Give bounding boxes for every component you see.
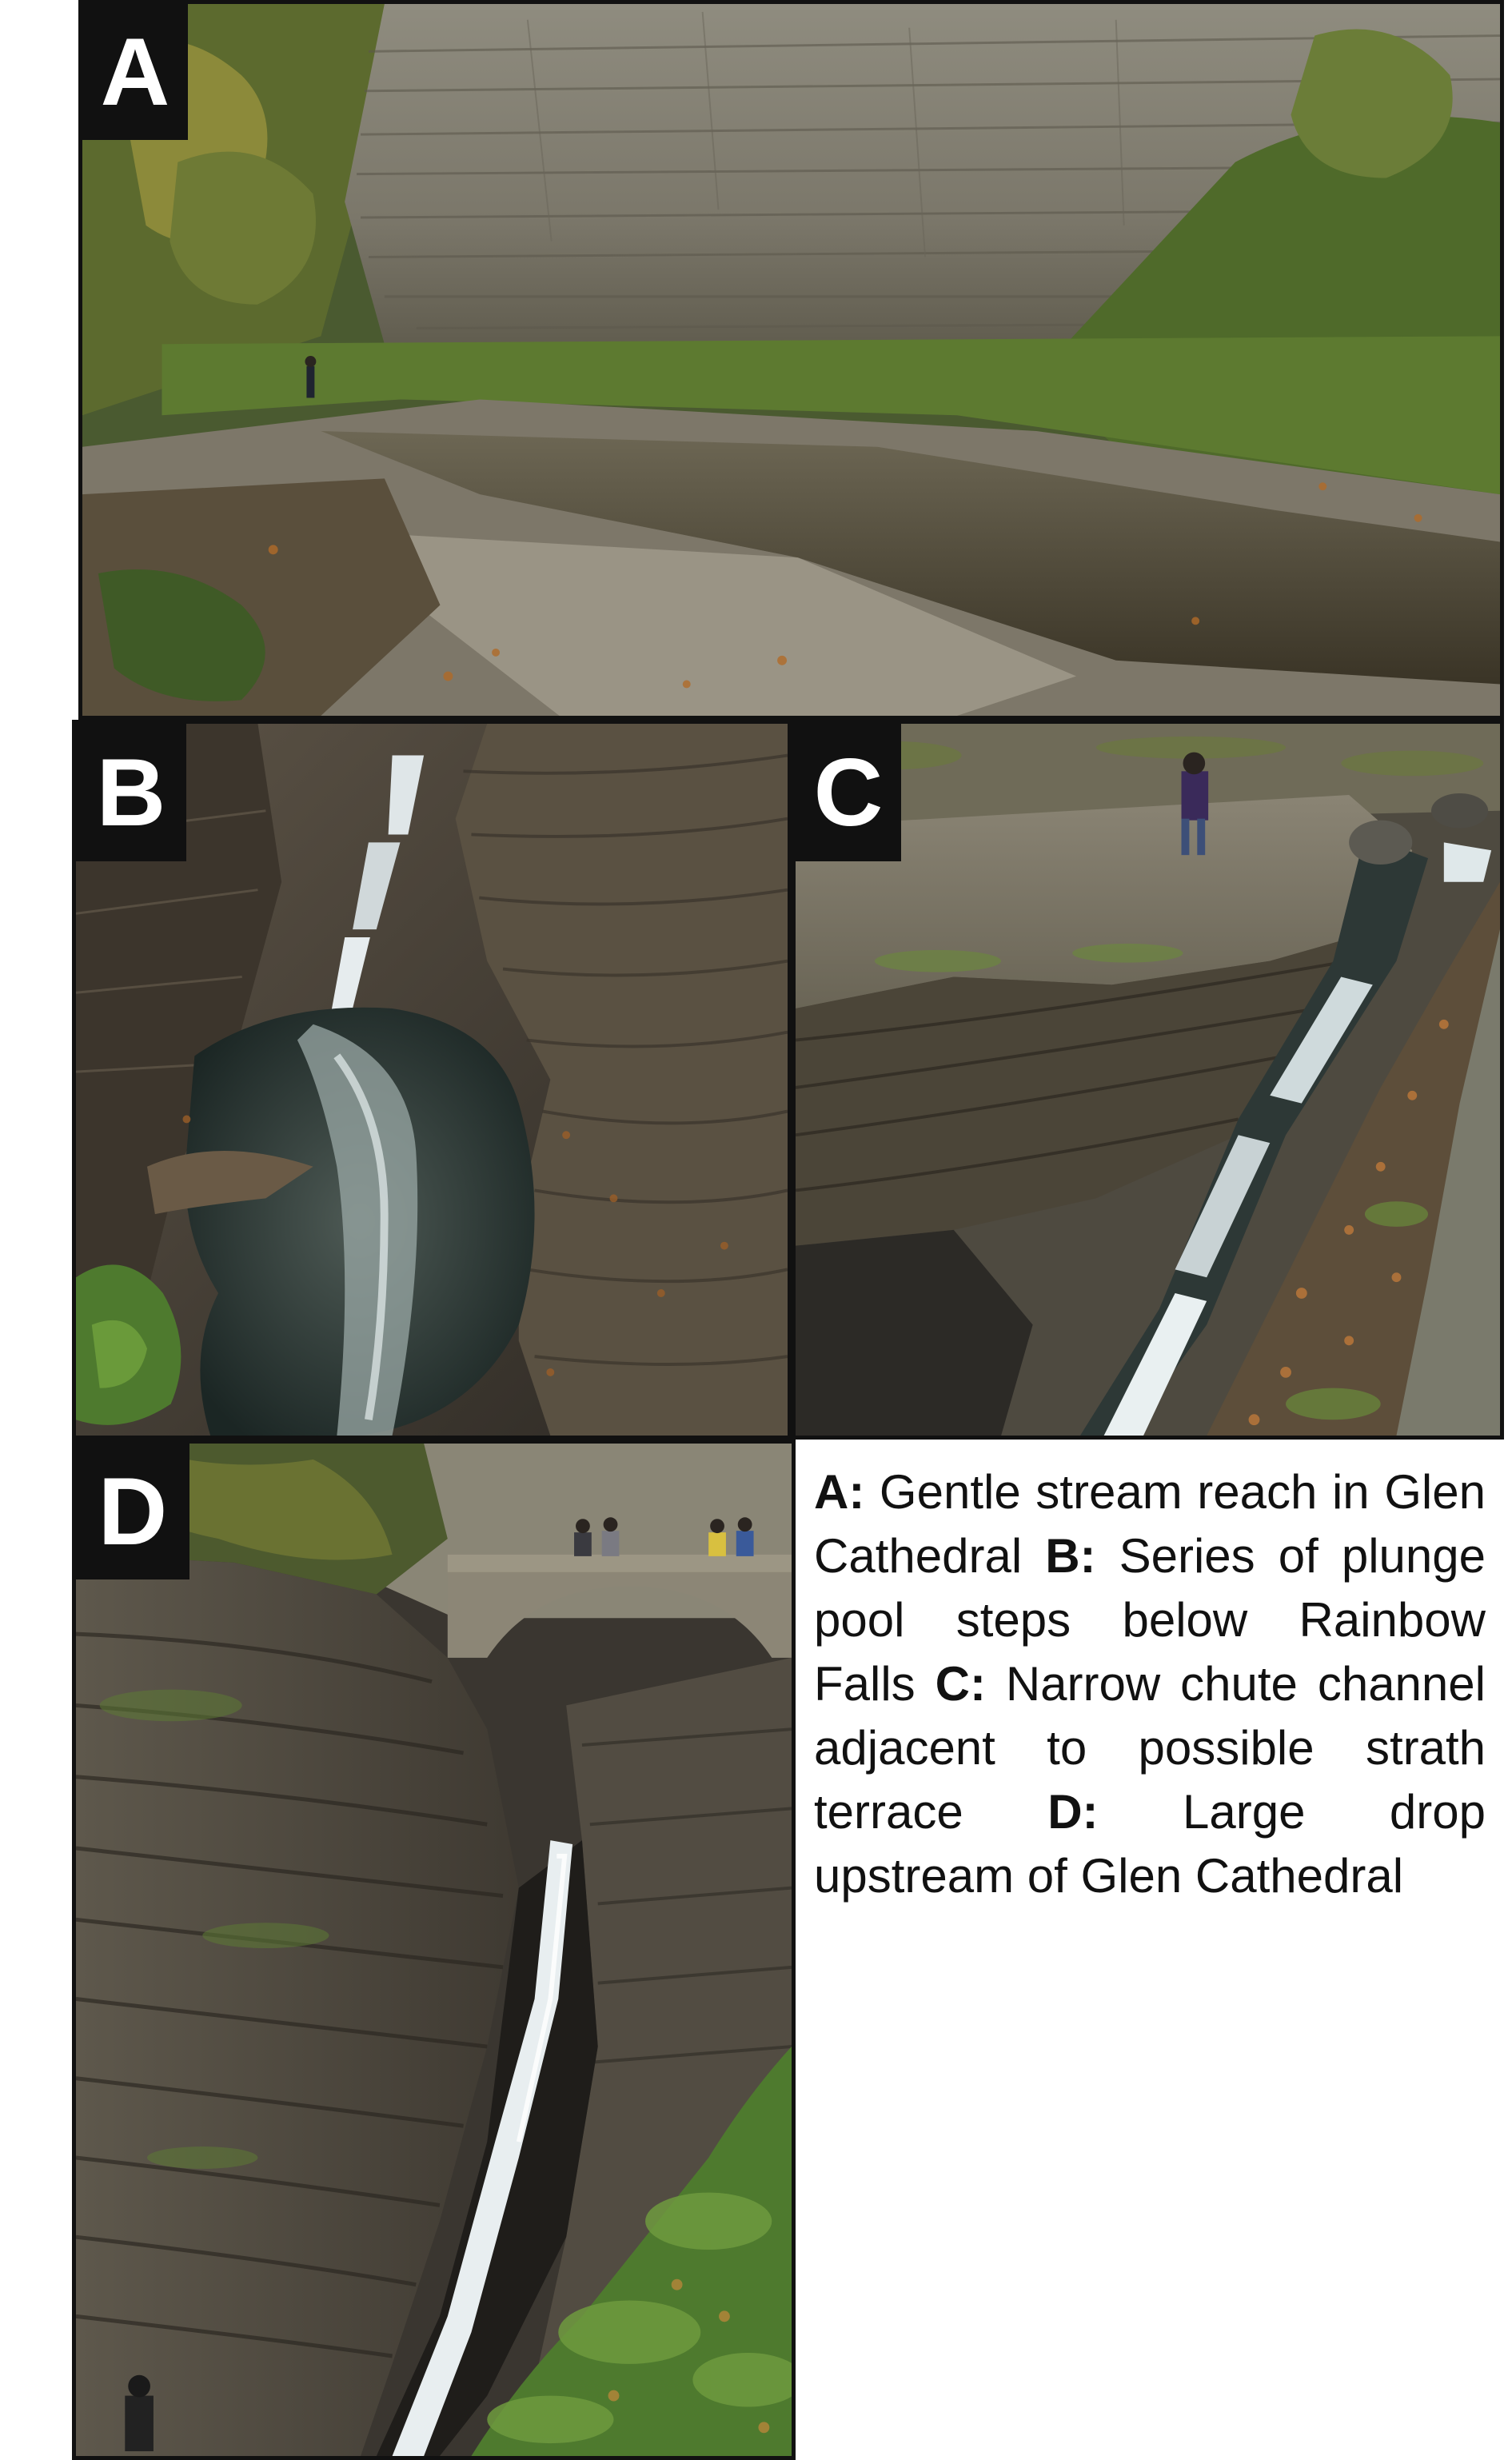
photo-panel-d: D xyxy=(72,1440,796,2460)
caption-key-d: D: xyxy=(1047,1785,1099,1839)
caption-text-b: Series of plunge pool steps below Rainbo… xyxy=(814,1529,1486,1711)
photo-a-glen-cathedral xyxy=(82,4,1500,716)
photo-c-chute-channel xyxy=(796,724,1500,1436)
panel-label-d: D xyxy=(76,1444,189,1579)
photo-b-plunge-pools xyxy=(76,724,788,1436)
panel-label-b: B xyxy=(76,724,186,861)
caption-key-b: B: xyxy=(1045,1529,1096,1583)
photo-panel-a: A xyxy=(78,0,1504,720)
photo-panel-c: C xyxy=(792,720,1504,1440)
caption-key-c: C: xyxy=(935,1657,986,1711)
caption-key-a: A: xyxy=(814,1465,865,1519)
photo-d-large-drop xyxy=(76,1444,792,2456)
figure-caption: A: Gentle stream reach in Glen Cathedral… xyxy=(814,1460,1486,1908)
panel-label-a: A xyxy=(82,4,188,140)
caption-text-c: Narrow chute channel adjacent to possibl… xyxy=(814,1657,1486,1839)
caption-text-d: Large drop upstream of Glen Cathedral xyxy=(814,1785,1486,1903)
photo-panel-b: B xyxy=(72,720,792,1440)
panel-label-c: C xyxy=(796,724,901,861)
caption-text-a: Gentle stream reach in Glen Cathedral xyxy=(814,1465,1486,1583)
